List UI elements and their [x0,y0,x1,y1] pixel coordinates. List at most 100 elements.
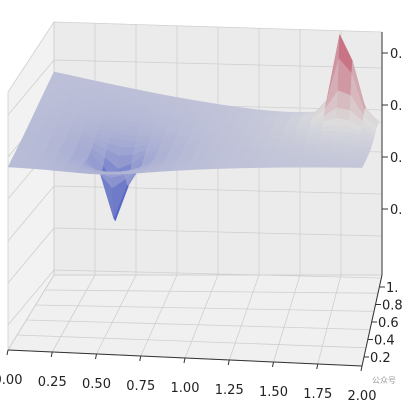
x-tick-mark [50,351,53,358]
surface-cell [225,165,242,169]
floor-gridline-x [51,274,96,353]
y-tick-label: 0.4 [374,334,395,349]
surface-cell [7,163,24,169]
surface-cell [347,165,364,168]
back-gridline-z [53,59,383,69]
surface-cell [249,145,265,149]
surface-cell [306,134,321,139]
surface-cell [282,159,299,162]
back-gridline-z [53,227,383,237]
surface-cell [275,146,291,149]
back-gridline-z [53,269,383,279]
left-gridline-z [7,185,55,242]
surface-cell [269,159,285,162]
left-gridline-z [7,59,55,116]
x-tick-mark [6,349,9,356]
surface-cell [260,150,276,154]
surface-cell [259,125,274,128]
surface-cell [291,138,307,142]
x-tick-label: 1.00 [171,381,200,396]
surface-cell [248,148,264,152]
x-tick-label: 1.25 [215,383,244,398]
surface-cell [304,141,319,145]
surface-cell [256,129,272,133]
surface-cell [252,165,269,168]
surface-cell [268,161,284,164]
surface-cell [265,138,281,142]
z-tick-label: 0. [390,151,402,166]
surface-cell [334,165,350,168]
surface-cell [211,165,228,170]
surface-cell [258,127,273,131]
surface-cell [120,140,137,148]
x-tick-mark [316,363,319,370]
floor-gridline-y [17,334,367,349]
surface-cell [274,148,290,152]
x-tick-label: 1.75 [303,387,332,402]
surface-cell [189,132,205,137]
z-tick-label: 0. [390,47,402,62]
y-axis-line [361,274,383,367]
surface-cell [262,146,278,149]
surface-cell [137,131,153,137]
surface-cell [264,141,280,145]
surface-cell [201,135,217,139]
surface-cell [294,163,310,166]
floor-gridline-x [96,274,137,355]
surface-cell [220,150,236,154]
y-tick-label: 0.6 [378,316,399,331]
surface-cell [102,172,120,175]
surface-cell [163,132,179,137]
x-axis-ticks: 0.00 0.25 0.50 0.75 1.00 1.25 1.50 1.75 2.00 [0,349,377,402]
surface-cell [221,148,237,152]
surface-cell [233,150,249,154]
surface-cell [198,166,214,170]
surface-cell [258,154,274,158]
z-axis-ticks: 0. 0. 0. 0. [382,47,402,218]
y-tick-label: 0.2 [370,351,391,366]
x-tick-mark [183,357,186,364]
surface-cell [253,136,269,140]
floor-gridline-y [26,319,371,330]
surface-cell [307,165,323,168]
surface-cell [266,136,282,140]
surface-cell [250,143,266,147]
surface-cell [278,138,294,142]
surface-cell [277,141,293,145]
surface-cell [261,148,277,152]
surface-cell [279,165,296,168]
floor-gridline-y [35,304,375,312]
floor-gridline-x [228,274,260,361]
surface-cell [184,166,201,171]
surface-cell [213,138,229,142]
surface-cell [293,165,309,168]
surface-cell [211,141,227,145]
surface-cell [255,131,271,135]
x-tick-label: 2.00 [348,389,377,402]
surface-cell [280,163,297,166]
surface-cell [278,113,294,116]
floor-gridline-y [44,289,379,294]
left-gridline-z [7,269,55,326]
surface-cell [235,145,251,149]
surface-cell [164,128,180,133]
surface-cell [210,143,226,147]
floor-gridline-x [317,274,342,365]
surface-cell [295,161,311,164]
surface-cell [150,132,166,137]
surface-cell [273,150,289,154]
watermark: 公众号 [372,376,396,385]
surface-cell [222,145,238,149]
x-tick-mark [272,361,274,368]
surface-cell [251,141,267,145]
surface-cell [320,130,335,136]
surface-cell [239,165,255,169]
surface-cell [276,143,292,147]
surface-cell [176,132,192,137]
y-tick-label: 1. [386,281,398,296]
floor-gridline-x [7,274,55,351]
surface-cell [263,143,279,147]
surface-cell [188,135,204,139]
surface-cell [224,141,241,145]
